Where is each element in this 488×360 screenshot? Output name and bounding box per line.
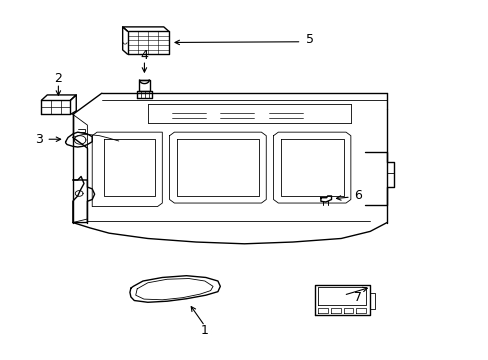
Text: 7: 7 (353, 291, 362, 304)
Text: 4: 4 (140, 49, 148, 62)
Text: 5: 5 (305, 33, 313, 46)
Text: 6: 6 (353, 189, 361, 202)
Text: 2: 2 (54, 72, 62, 85)
Text: 3: 3 (35, 133, 43, 146)
Text: 1: 1 (201, 324, 208, 337)
